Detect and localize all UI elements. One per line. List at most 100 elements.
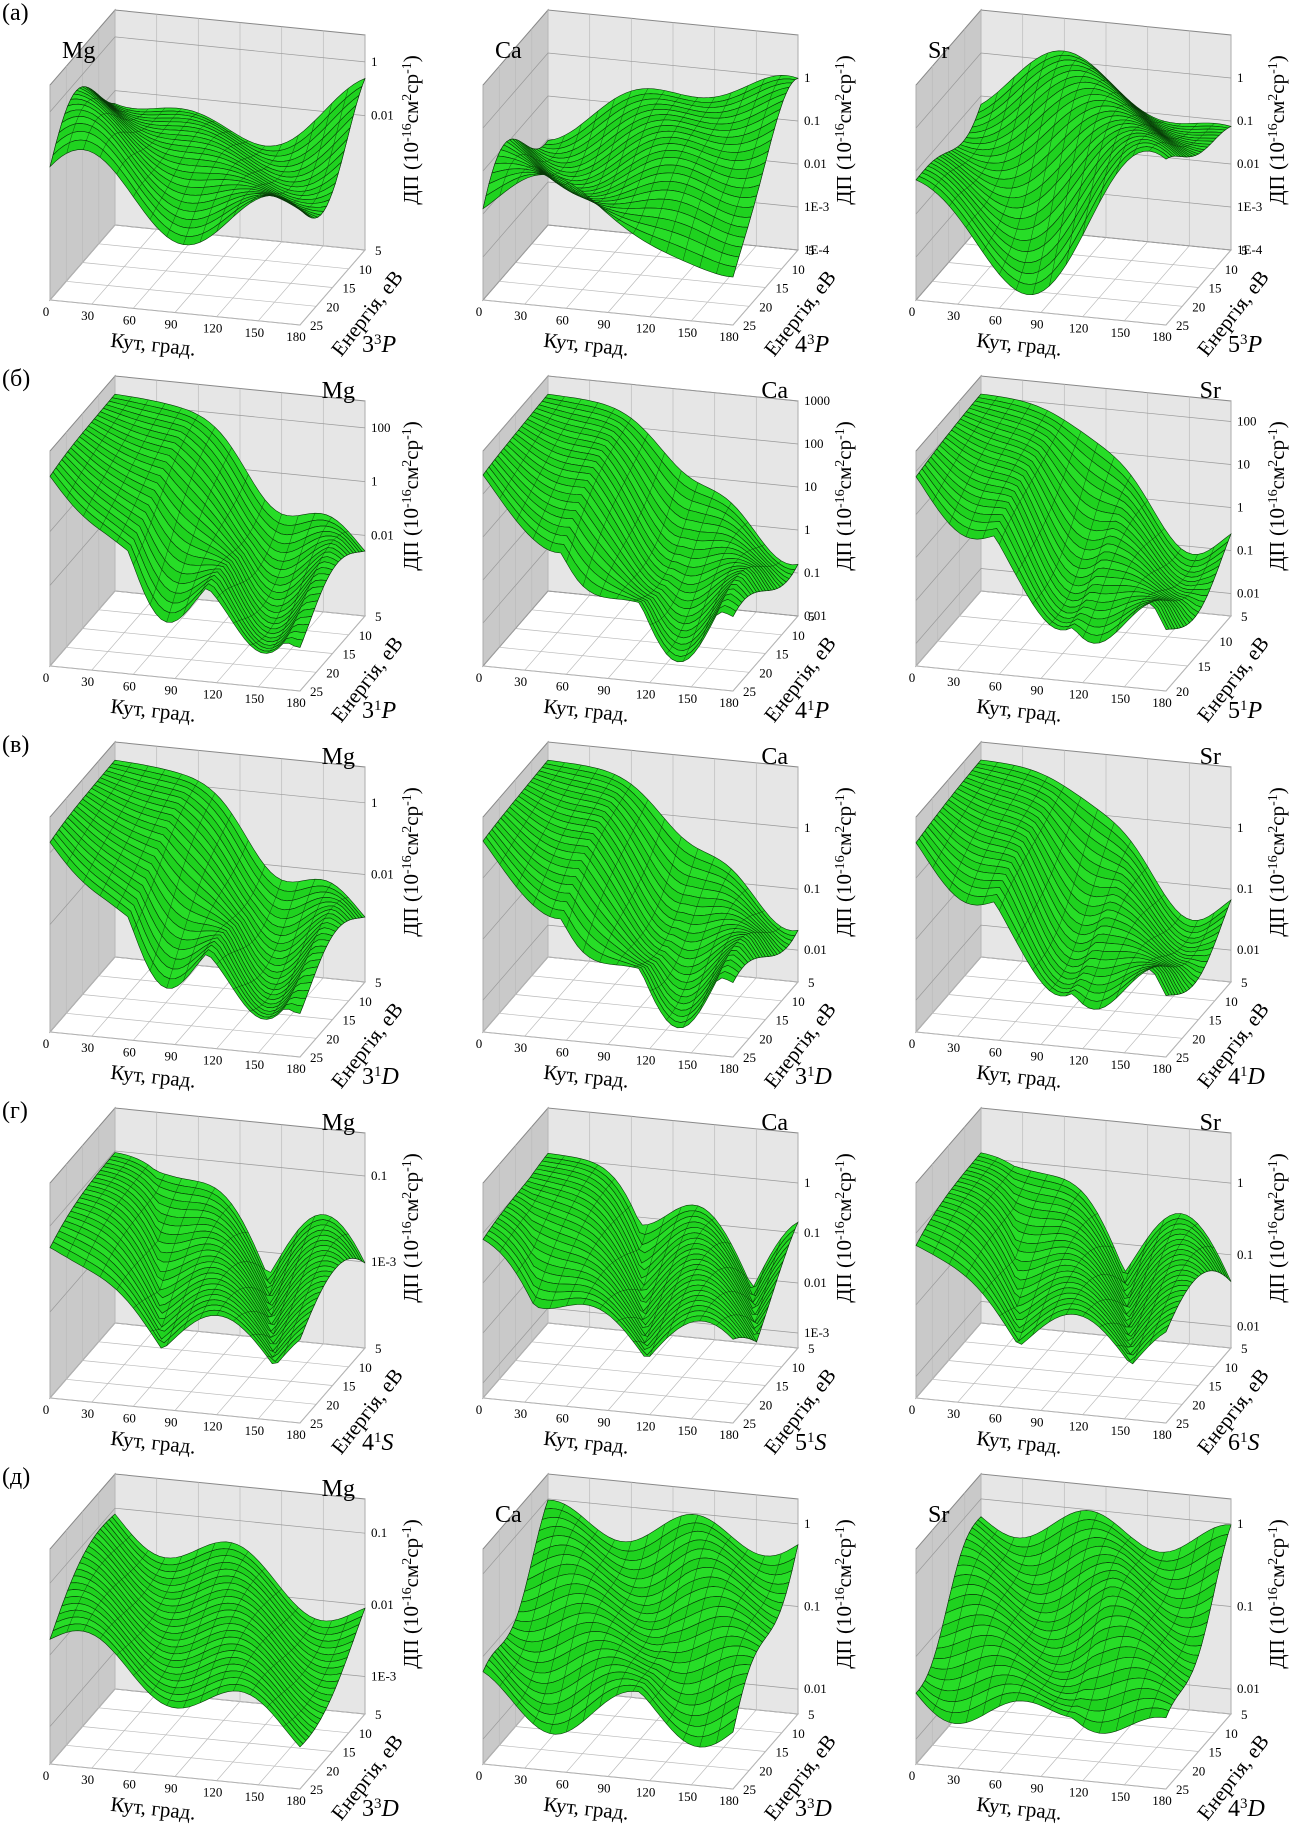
z-tick-label: 0.01	[371, 108, 394, 123]
surface-mesh	[83, 765, 149, 883]
surface-mesh	[1132, 554, 1198, 616]
surface-mesh	[915, 1516, 982, 1694]
energy-tick-label: 25	[743, 1782, 756, 1797]
surface-mesh	[1149, 912, 1215, 970]
state-mult: 3	[1240, 332, 1248, 348]
surface-mesh	[965, 1170, 1032, 1277]
grid-line	[482, 1549, 734, 1790]
grid-line	[482, 1183, 734, 1424]
state-n: 5	[1228, 698, 1240, 724]
angle-tick-label: 90	[598, 683, 611, 698]
z-tick-label: 1	[371, 795, 378, 810]
angle-axis-title: Кут, град.	[976, 1792, 1063, 1825]
surface-mesh	[149, 793, 216, 971]
dcs-axis-title-part: )	[832, 55, 856, 62]
surface-mesh	[482, 1153, 549, 1240]
angle-tick-label: 0	[476, 670, 483, 685]
angle-tick-label: 30	[514, 674, 527, 689]
angle-tick-label: 150	[245, 1423, 265, 1438]
state-term: P	[1247, 332, 1263, 358]
angle-tick-label: 180	[1152, 695, 1172, 710]
angle-tick-label: 150	[1111, 691, 1131, 706]
z-tick-label: 0.01	[371, 867, 394, 882]
angle-tick-label: 60	[556, 312, 569, 327]
z-tick-label: 100	[371, 420, 391, 435]
surface-mesh	[566, 418, 632, 563]
state-n: 5	[795, 1430, 807, 1456]
z-tick-label: 0.01	[804, 156, 827, 171]
dcs-axis-title-part: -16	[400, 1221, 415, 1240]
surface-mesh	[599, 1524, 665, 1708]
grid-line	[915, 1498, 1232, 1575]
surface-mesh	[599, 818, 665, 963]
panel: 0 30 60 90 120 150 18051015202510.10.011E-31E-…	[909, 8, 1289, 361]
z-tick-label: 0.1	[804, 881, 820, 896]
dcs-axis-title-part: см	[399, 101, 423, 124]
energy-tick-label: 20	[326, 1763, 339, 1778]
surface-mesh	[499, 1504, 565, 1687]
energy-tick-label: 15	[776, 1745, 789, 1760]
state-mult: 1	[807, 1064, 815, 1080]
energy-tick-label: 10	[792, 1360, 805, 1375]
angle-tick-label: 180	[719, 1793, 739, 1808]
surface-mesh	[1015, 57, 1082, 291]
surface-mesh	[1132, 1223, 1198, 1364]
surface-mesh	[516, 1515, 582, 1706]
dcs-axis-title-part: ДП (10	[832, 142, 856, 205]
energy-tick-label: 15	[1209, 1013, 1222, 1028]
angle-tick-label: 30	[947, 674, 960, 689]
z-tick-label: 1E-3	[804, 199, 829, 214]
dcs-axis-title: ДП (10-16см2ср-1)	[399, 1519, 423, 1669]
angle-tick-label: 180	[719, 695, 739, 710]
surface-mesh	[116, 407, 182, 543]
dcs-axis-title-part: -16	[1266, 1221, 1281, 1240]
surface-mesh	[599, 452, 665, 597]
row-label: (а)	[2, 0, 29, 26]
energy-tick-label: 10	[359, 628, 372, 643]
grid-line	[482, 817, 734, 1058]
dcs-axis-title: ДП (10-16см2ср-1)	[399, 1153, 423, 1303]
surface-strip	[482, 1234, 737, 1357]
surface-mesh	[1099, 1552, 1165, 1734]
element-label: Ca	[495, 38, 522, 64]
angle-tick-label: 30	[514, 1040, 527, 1055]
angle-tick-label: 150	[245, 691, 265, 706]
angle-tick-label: 0	[909, 670, 916, 685]
grid-line	[515, 1511, 766, 1752]
dcs-axis-title: ДП (10-16см2ср-1)	[1265, 1519, 1289, 1669]
angle-tick-label: 150	[1111, 1423, 1131, 1438]
angle-tick-label: 60	[123, 1044, 136, 1059]
z-tick-label: 0.1	[804, 565, 820, 580]
surface-mesh	[516, 398, 582, 521]
surface-mesh	[1115, 1547, 1182, 1732]
dcs-axis-title-part: см	[832, 1565, 856, 1588]
angle-tick-label: 120	[203, 1785, 223, 1800]
surface-mesh	[532, 110, 599, 185]
dcs-axis-title-part: )	[1265, 1519, 1289, 1526]
angle-tick-label: 150	[678, 325, 698, 340]
grid-line	[49, 1549, 301, 1790]
surface-mesh	[982, 1174, 1048, 1294]
energy-tick-label: 20	[1176, 684, 1189, 699]
angle-tick-label: 30	[514, 1772, 527, 1787]
dcs-axis-title-part: 2	[400, 826, 415, 833]
z-tick-label: 1E-4	[1237, 242, 1263, 257]
z-tick-label: 0.1	[371, 1525, 387, 1540]
element-label: Sr	[928, 1502, 949, 1528]
dcs-axis-title-part: ДП (10	[832, 1606, 856, 1669]
surface-mesh	[982, 1527, 1048, 1716]
energy-tick-label: 25	[310, 1050, 323, 1065]
dcs-axis-title-part: см	[399, 833, 423, 856]
energy-tick-label: 25	[310, 684, 323, 699]
angle-tick-label: 180	[719, 1061, 739, 1076]
energy-tick-label: 5	[1241, 1341, 1248, 1356]
surface-mesh	[632, 1514, 699, 1692]
dcs-axis-title-part: ДП (10	[399, 508, 423, 571]
angle-tick-label: 30	[947, 308, 960, 323]
energy-tick-label: 5	[808, 609, 815, 624]
state-n: 4	[1228, 1796, 1240, 1822]
dcs-axis-title-part: -16	[1266, 123, 1281, 142]
angle-axis-title: Кут, град.	[110, 1060, 197, 1093]
surface-mesh	[66, 98, 132, 154]
